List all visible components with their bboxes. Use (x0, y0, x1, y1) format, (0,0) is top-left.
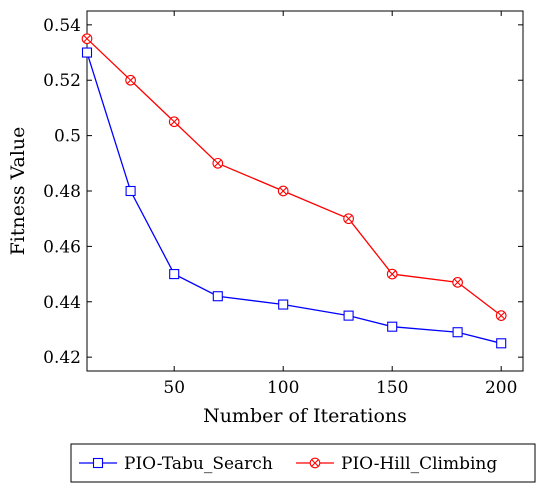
x-tick-label: 50 (163, 378, 185, 398)
square-marker-icon (212, 291, 223, 302)
y-tick-label: 0.44 (43, 293, 81, 313)
data-point (343, 310, 354, 321)
square-marker-icon (278, 299, 289, 310)
y-tick-label: 0.52 (43, 71, 81, 91)
marker-cross-line (214, 159, 222, 168)
y-tick-label: 0.5 (54, 127, 81, 147)
y-tick-label: 0.48 (43, 182, 81, 202)
series-tabu-search (81, 47, 507, 349)
series-line (86, 38, 502, 317)
marker-cross-line (279, 187, 287, 195)
y-tick-label: 0.54 (43, 16, 81, 36)
data-point (278, 299, 289, 310)
axis-ticks: 50 100 150 200 0.42 0.44 0.46 0.48 0.5 0.52 0.54 (43, 11, 523, 398)
series-hill-climbing (81, 33, 507, 321)
x-tick-label: 150 (376, 378, 408, 398)
y-tick-label: 0.42 (43, 348, 81, 368)
x-tick-label: 100 (267, 378, 299, 398)
data-point (212, 291, 223, 302)
marker-cross-line (497, 311, 505, 320)
legend-marker (92, 457, 104, 469)
data-point (452, 277, 463, 288)
marker-cross-line (126, 76, 135, 85)
data-point (277, 185, 289, 197)
square-marker-icon (343, 310, 354, 321)
data-point (168, 116, 180, 128)
legend-item: PIO-Hill_Climbing (296, 454, 497, 474)
square-marker-icon (169, 269, 180, 280)
square-marker-icon (125, 185, 136, 197)
marker-cross-line (344, 214, 353, 223)
data-point (387, 321, 398, 332)
y-tick-label: 0.46 (43, 237, 81, 257)
square-marker-icon (92, 457, 104, 469)
x-tick-label: 200 (485, 378, 517, 398)
data-point (386, 268, 398, 280)
data-point (125, 185, 136, 197)
data-point (495, 310, 507, 321)
data-point (452, 327, 463, 338)
data-point (343, 213, 354, 225)
data-point (496, 338, 507, 349)
marker-cross-line (170, 117, 178, 126)
legend-item: PIO-Tabu_Search (79, 454, 273, 474)
legend: PIO-Tabu_Search PIO-Hill_Climbing (70, 443, 536, 483)
legend-label: PIO-Tabu_Search (124, 454, 273, 474)
y-axis-label: Fitness Value (7, 127, 29, 256)
x-axis-label: Number of Iterations (203, 405, 407, 427)
data-point (81, 47, 93, 58)
marker-cross-line (83, 34, 91, 43)
series-line (86, 52, 502, 344)
square-marker-icon (452, 327, 463, 338)
square-marker-icon (387, 321, 398, 332)
legend-marker (309, 457, 321, 469)
legend-label: PIO-Hill_Climbing (341, 454, 497, 474)
plot-area-frame (86, 10, 524, 372)
data-point (125, 74, 136, 86)
data-point (81, 33, 93, 45)
marker-cross-line (388, 270, 396, 278)
data-point (169, 269, 180, 280)
square-marker-icon (81, 47, 93, 58)
data-point (212, 157, 224, 169)
series-layer (81, 33, 507, 349)
marker-cross-line (453, 278, 462, 287)
square-marker-icon (496, 338, 507, 349)
marker-cross-line (311, 459, 319, 467)
